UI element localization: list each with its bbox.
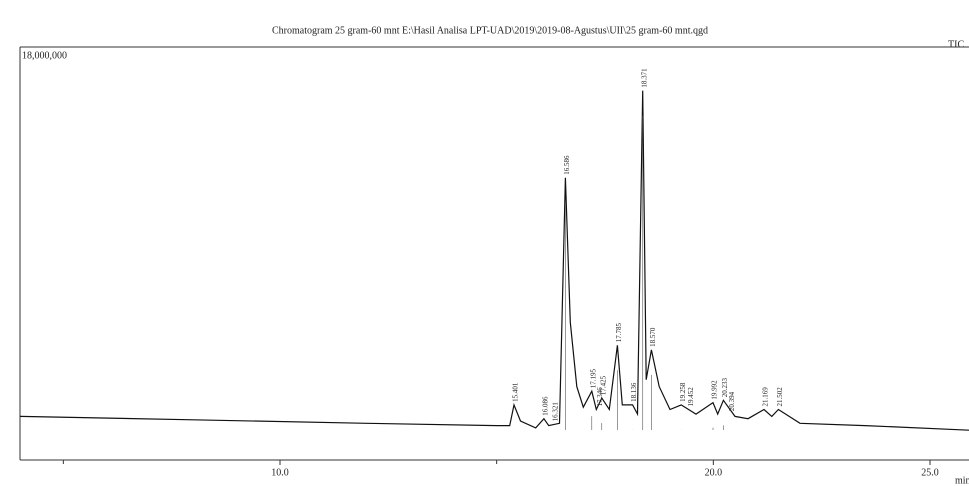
peak-label: 16.086 [541, 396, 549, 416]
peak-label: 17.195 [589, 368, 597, 388]
peak-label: 17.425 [599, 375, 607, 395]
peak-label: 18.371 [640, 68, 648, 88]
peak-label: 20.394 [728, 391, 736, 411]
trace [20, 91, 969, 431]
peak-label: 18.570 [649, 327, 657, 347]
chart-title: Chromatogram 25 gram-60 mnt E:\Hasil Ana… [272, 25, 708, 36]
peak-label: 19.452 [687, 387, 695, 407]
peak-label: 19.992 [711, 380, 719, 400]
peak-label: 19.258 [679, 382, 687, 402]
peak-label: 21.169 [762, 387, 770, 407]
x-tick-label: 10.0 [271, 467, 289, 478]
x-axis-label: min [955, 475, 969, 486]
x-tick-label: 25.0 [921, 467, 939, 478]
x-tick-label: 20.0 [705, 467, 723, 478]
peak-label: 16.586 [563, 155, 571, 175]
series-label: TIC [948, 39, 964, 50]
peak-label: 21.502 [776, 387, 784, 407]
peak-label: 16.321 [552, 402, 560, 422]
peak-label: 17.785 [615, 323, 623, 343]
peak-label: 18.136 [630, 382, 638, 402]
chart: Chromatogram 25 gram-60 mnt E:\Hasil Ana… [0, 0, 969, 486]
peak-label: 15.401 [512, 382, 520, 402]
y-tick-label: 18,000,000 [22, 50, 67, 61]
